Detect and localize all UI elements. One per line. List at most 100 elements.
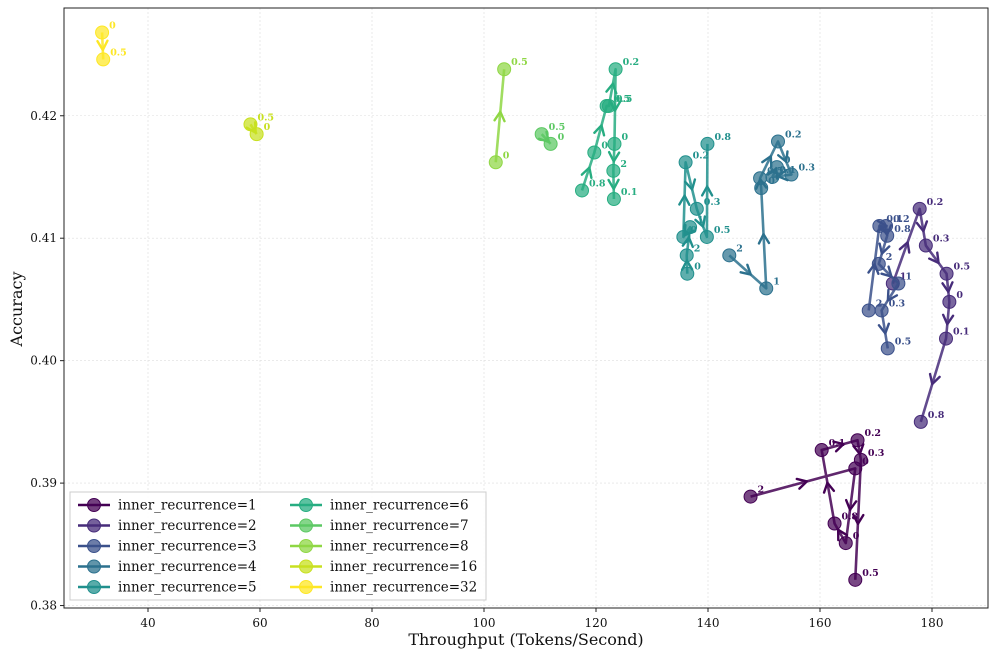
y-axis-ticks: 0.38 0.39 0.40 0.41 0.42 bbox=[30, 109, 64, 613]
legend-entry: inner_recurrence=16 bbox=[330, 559, 477, 575]
direction-arrow bbox=[928, 372, 941, 386]
plot-frame bbox=[63, 7, 989, 609]
point-label: 0 bbox=[862, 456, 869, 467]
data-point bbox=[814, 443, 829, 458]
direction-arrow bbox=[694, 215, 707, 228]
direction-arrow bbox=[607, 150, 621, 163]
point-label: 0.2 bbox=[927, 197, 944, 208]
legend-marker bbox=[299, 580, 313, 594]
direction-arrow bbox=[777, 150, 789, 163]
legend-entry: inner_recurrence=3 bbox=[118, 539, 257, 555]
point-label: 0.1 bbox=[829, 438, 846, 449]
point-label: 0 bbox=[503, 150, 510, 161]
y-axis-label: Accuracy bbox=[7, 272, 26, 348]
legend-marker bbox=[299, 518, 313, 533]
x-tick-label: 120 bbox=[585, 616, 608, 630]
direction-arrow bbox=[607, 178, 620, 191]
data-point bbox=[771, 134, 785, 149]
data-point bbox=[913, 414, 928, 429]
series-group: 00.5 bbox=[488, 57, 528, 170]
legend-entry: inner_recurrence=5 bbox=[118, 580, 257, 596]
point-label: 0.2 bbox=[693, 150, 710, 161]
x-tick-label: 160 bbox=[809, 616, 832, 630]
direction-arrow bbox=[605, 82, 618, 95]
data-point bbox=[939, 331, 953, 346]
data-point bbox=[606, 163, 621, 178]
point-label: 0.8 bbox=[589, 178, 606, 189]
x-tick-label: 180 bbox=[921, 616, 944, 630]
direction-arrow bbox=[886, 288, 899, 302]
data-point bbox=[784, 167, 799, 182]
x-axis-label: Throughput (Tokens/Second) bbox=[408, 630, 643, 649]
point-label: 0 bbox=[621, 132, 628, 143]
point-label: 0.3 bbox=[798, 163, 815, 174]
point-label: 0.5 bbox=[767, 166, 784, 177]
data-point bbox=[850, 433, 865, 448]
x-tick-label: 60 bbox=[252, 616, 267, 630]
data-point bbox=[587, 145, 602, 160]
direction-arrow bbox=[593, 124, 606, 137]
series-group: 10.20.30.500.10.8 bbox=[885, 197, 971, 429]
legend-marker bbox=[87, 559, 101, 574]
data-point bbox=[891, 276, 906, 291]
point-label: 0.2 bbox=[785, 129, 802, 140]
data-point bbox=[769, 160, 784, 175]
y-tick-label: 0.40 bbox=[30, 354, 57, 368]
point-label: 0.5 bbox=[714, 225, 731, 236]
point-label: 0.3 bbox=[704, 197, 721, 208]
legend-marker bbox=[87, 539, 101, 553]
data-point bbox=[689, 201, 704, 216]
point-label: 0.2 bbox=[865, 428, 882, 439]
point-label: 0.1 bbox=[886, 214, 903, 225]
x-axis-ticks: 40 60 80 100 120 140 160 180 bbox=[140, 608, 943, 630]
point-label: 0.5 bbox=[257, 112, 274, 123]
point-label: 1 bbox=[905, 272, 912, 283]
direction-arrow bbox=[836, 528, 849, 542]
direction-arrow bbox=[580, 166, 593, 179]
data-point bbox=[606, 192, 621, 207]
data-point bbox=[722, 248, 737, 263]
legend-marker bbox=[299, 539, 313, 553]
point-label: 0.5 bbox=[616, 94, 633, 105]
data-point bbox=[827, 516, 842, 531]
point-label: 2 bbox=[694, 243, 701, 254]
data-point bbox=[249, 127, 264, 142]
point-label: 0.8 bbox=[928, 410, 945, 421]
y-tick-label: 0.39 bbox=[30, 476, 57, 490]
data-point bbox=[700, 136, 715, 151]
direction-arrow bbox=[852, 513, 865, 526]
legend-entry: inner_recurrence=2 bbox=[118, 518, 257, 534]
legend-marker bbox=[299, 498, 313, 512]
point-label: 0.1 bbox=[621, 187, 638, 198]
series-group: 0.50 bbox=[243, 112, 274, 142]
direction-arrow bbox=[877, 322, 891, 335]
data-point bbox=[95, 25, 110, 40]
data-point bbox=[601, 98, 616, 113]
y-tick-label: 0.41 bbox=[30, 231, 57, 245]
data-point bbox=[753, 171, 768, 186]
data-point bbox=[679, 248, 694, 263]
data-point bbox=[534, 127, 549, 142]
grid-lines bbox=[64, 8, 988, 608]
data-point bbox=[676, 229, 691, 244]
legend: inner_recurrence=1inner_recurrence=2inne… bbox=[69, 491, 487, 601]
legend-marker bbox=[87, 580, 101, 594]
data-point bbox=[848, 572, 863, 587]
point-label: 2 bbox=[620, 159, 627, 170]
point-label: 0 bbox=[784, 155, 791, 166]
point-label: 2 bbox=[886, 252, 893, 263]
data-point bbox=[939, 266, 954, 281]
data-point bbox=[680, 266, 695, 281]
data-point bbox=[683, 220, 698, 235]
series-line bbox=[750, 438, 863, 580]
data-point bbox=[96, 52, 111, 67]
data-point bbox=[942, 294, 957, 309]
point-label: 0.5 bbox=[954, 262, 971, 273]
series-group: 00.5 bbox=[95, 20, 127, 67]
data-point bbox=[871, 256, 886, 271]
y-tick-label: 0.42 bbox=[30, 109, 57, 123]
point-label: 0.5 bbox=[614, 94, 631, 105]
